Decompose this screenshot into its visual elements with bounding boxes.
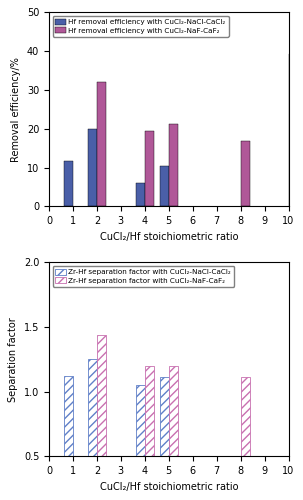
X-axis label: CuCl₂/Hf stoichiometric ratio: CuCl₂/Hf stoichiometric ratio [99,232,238,241]
Bar [64,160,73,206]
Bar [88,129,97,206]
Y-axis label: Removal efficiency/%: Removal efficiency/% [11,57,21,162]
Bar [288,54,298,206]
Bar [64,376,73,456]
Bar [288,335,298,456]
Legend: Hf removal efficiency with CuCl₂-NaCl-CaCl₂, Hf removal efficiency with CuCl₂-Na: Hf removal efficiency with CuCl₂-NaCl-Ca… [53,16,229,37]
Text: (b): (b) [61,268,78,281]
Bar [145,130,154,206]
Bar [136,183,145,206]
Bar [97,335,106,456]
Bar [160,378,169,456]
Bar [97,82,106,206]
Bar [136,385,145,456]
Bar [241,378,250,456]
Bar [241,141,250,206]
Bar [169,366,178,456]
Legend: Zr-Hf separation factor with CuCl₂-NaCl-CaCl₂, Zr-Hf separation factor with CuCl: Zr-Hf separation factor with CuCl₂-NaCl-… [53,266,234,287]
Bar [145,366,154,456]
Bar [169,124,178,206]
Bar [160,166,169,206]
Bar [88,360,97,456]
Y-axis label: Separation factor: Separation factor [8,317,18,402]
X-axis label: CuCl₂/Hf stoichiometric ratio: CuCl₂/Hf stoichiometric ratio [99,482,238,492]
Text: (a): (a) [61,18,78,31]
